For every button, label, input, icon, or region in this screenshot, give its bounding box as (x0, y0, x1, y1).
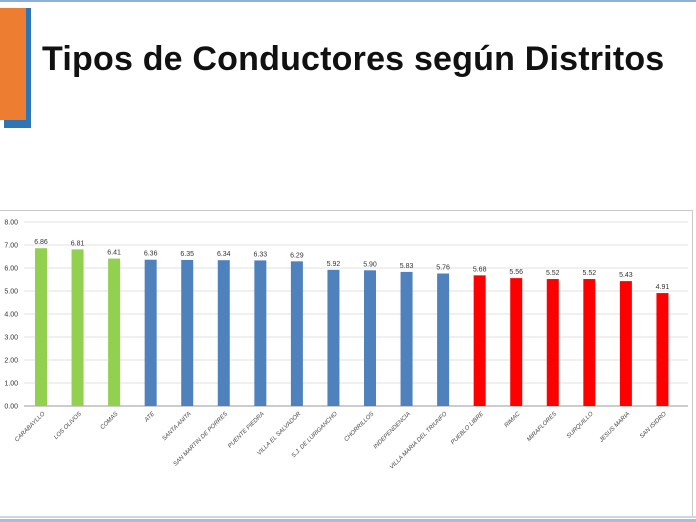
bar (327, 269, 340, 406)
top-rule (0, 0, 696, 2)
x-tick-label: SANTA ANITA (162, 411, 193, 442)
bar (473, 275, 486, 406)
bar (583, 279, 596, 406)
data-label: 6.41 (107, 250, 121, 257)
bar (254, 260, 267, 406)
x-tick-label: MIRAFLORES (526, 411, 558, 443)
data-label: 6.34 (217, 251, 231, 258)
x-tick-label: SAN ISIDRO (639, 411, 668, 440)
bar (437, 273, 450, 406)
bar (619, 281, 632, 406)
bar (35, 248, 47, 406)
title-accent-blue (26, 8, 31, 128)
data-label: 6.35 (180, 251, 194, 258)
y-tick-label: 3.00 (4, 335, 18, 342)
data-label: 6.33 (254, 251, 268, 258)
x-tick-label: CHORRILLOS (344, 411, 376, 443)
data-label: 4.91 (656, 284, 670, 291)
x-tick-label: SURQUILLO (566, 411, 595, 440)
bar (656, 293, 669, 406)
data-label: 6.36 (144, 251, 158, 258)
y-tick-label: 4.00 (4, 312, 18, 319)
slide-title: Tipos de Conductores según Distritos (42, 40, 665, 78)
data-label: 5.90 (363, 261, 377, 268)
x-tick-label: PUEBLO LIBRE (450, 410, 486, 446)
bottom-band (0, 519, 696, 522)
title-accent-shadow (4, 120, 31, 128)
title-accent-orange (0, 8, 26, 120)
bar (71, 249, 84, 406)
bar (108, 258, 121, 406)
data-label: 5.52 (583, 270, 597, 277)
data-label: 5.56 (509, 269, 523, 276)
bar (364, 270, 376, 406)
x-tick-label: INDEPENDENCIA (373, 411, 412, 450)
data-label: 5.52 (546, 270, 560, 277)
data-label: 6.86 (34, 239, 48, 246)
bar (181, 259, 194, 406)
bar (290, 261, 303, 406)
x-tick-label: RIMAC (504, 411, 522, 429)
data-label: 5.76 (436, 265, 450, 272)
x-tick-label: COMAS (100, 411, 120, 431)
x-tick-label: JESUS MARIA (598, 411, 631, 444)
y-tick-label: 7.00 (4, 243, 18, 250)
data-label: 6.29 (290, 252, 304, 259)
data-label: 5.83 (400, 263, 414, 270)
data-label: 5.92 (327, 261, 341, 268)
y-tick-label: 2.00 (4, 358, 18, 365)
x-tick-label: LOS OLIVOS (53, 411, 83, 441)
x-tick-label: PUENTE PIEDRA (227, 411, 265, 449)
bar-chart: 0.00 1.00 2.00 3.00 4.00 5.00 6.00 7.00 8.00 6.86… (4, 220, 688, 471)
y-tick-label: 5.00 (4, 289, 18, 296)
x-tick-label: CARABAYLLO (14, 411, 46, 443)
y-tick-label: 0.00 (4, 404, 18, 411)
data-label: 5.68 (473, 266, 487, 273)
y-tick-label: 6.00 (4, 266, 18, 273)
y-tick-label: 1.00 (4, 381, 18, 388)
bar (144, 259, 157, 406)
bar (510, 278, 523, 406)
data-label: 6.81 (71, 240, 85, 247)
bottom-rule (0, 516, 696, 518)
y-tick-label: 8.00 (4, 220, 18, 227)
data-label: 5.43 (619, 272, 633, 279)
x-tick-label: ATE (143, 410, 157, 424)
bar (217, 260, 230, 406)
bar (400, 271, 413, 406)
bar (546, 279, 559, 406)
